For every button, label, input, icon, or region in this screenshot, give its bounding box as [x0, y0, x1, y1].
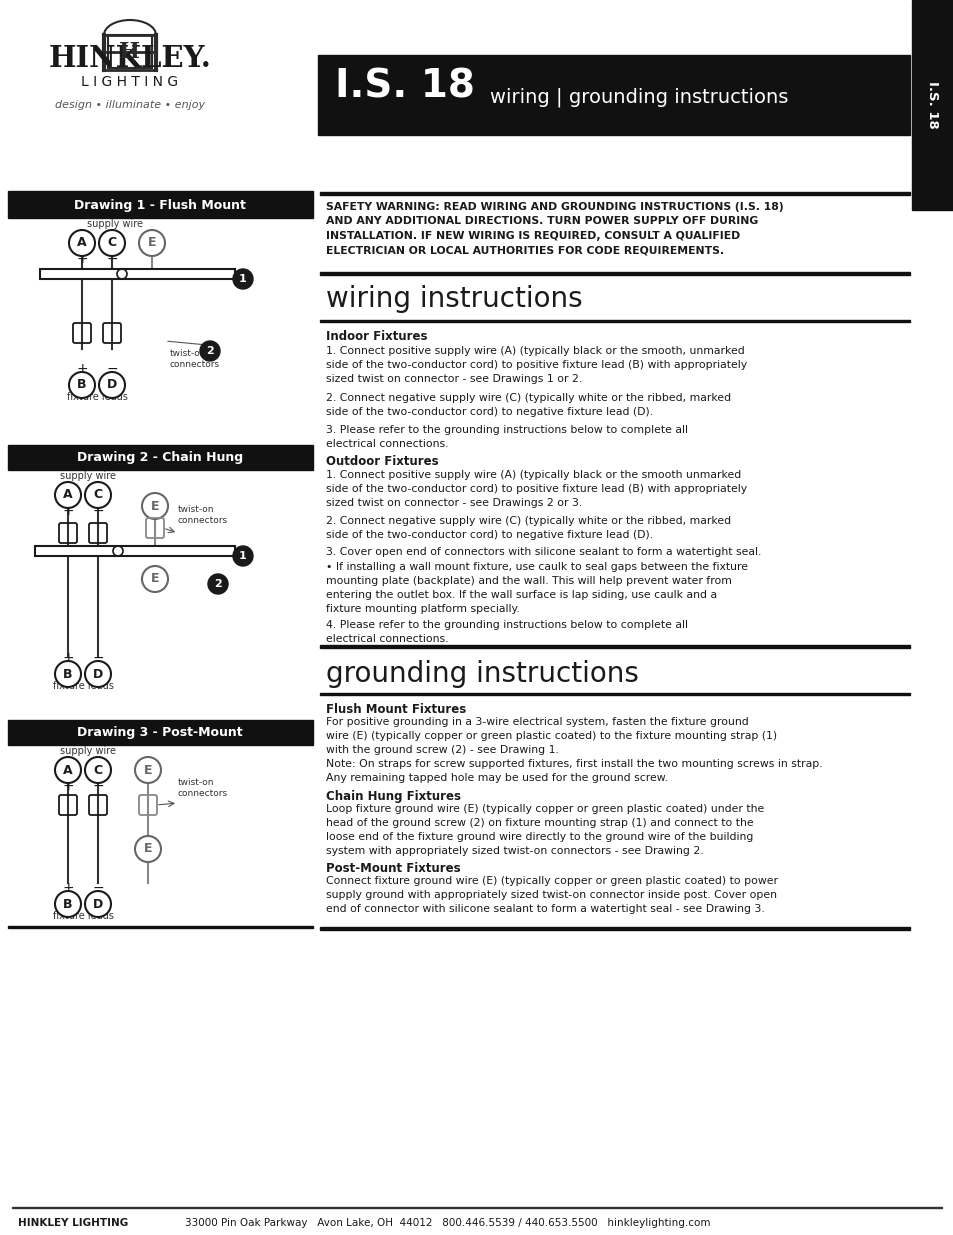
Text: B: B: [63, 898, 72, 910]
Circle shape: [135, 836, 161, 862]
Text: supply wire: supply wire: [87, 219, 143, 228]
Text: grounding instructions: grounding instructions: [326, 659, 639, 688]
Text: 1. Connect positive supply wire (A) (typically black or the smooth unmarked
side: 1. Connect positive supply wire (A) (typ…: [326, 471, 746, 508]
Text: Indoor Fixtures: Indoor Fixtures: [326, 330, 427, 343]
Text: −: −: [106, 252, 117, 266]
Bar: [911, 0, 953, 210]
Circle shape: [139, 230, 165, 256]
Text: +: +: [62, 779, 73, 793]
Bar: [317, 56, 909, 135]
Text: fixture leads: fixture leads: [67, 391, 128, 403]
Text: twist-on
connectors: twist-on connectors: [178, 778, 228, 798]
Bar: [8, 925, 313, 927]
Text: +: +: [62, 651, 73, 664]
Circle shape: [55, 890, 81, 918]
Text: −: −: [92, 881, 104, 895]
Bar: [319, 272, 909, 275]
Text: HINKLEY LIGHTING: HINKLEY LIGHTING: [18, 1218, 128, 1228]
Bar: [8, 190, 313, 193]
Bar: [319, 645, 909, 648]
Circle shape: [142, 566, 168, 592]
Text: C: C: [108, 236, 116, 249]
Text: B: B: [63, 667, 72, 680]
Text: design • illuminate • enjoy: design • illuminate • enjoy: [55, 100, 205, 110]
Text: −: −: [92, 651, 104, 664]
Text: fixture leads: fixture leads: [52, 911, 113, 921]
Circle shape: [142, 493, 168, 519]
Text: A: A: [63, 489, 72, 501]
Text: • If installing a wall mount fixture, use caulk to seal gaps between the fixture: • If installing a wall mount fixture, us…: [326, 562, 747, 614]
Text: D: D: [92, 898, 103, 910]
Text: +: +: [76, 252, 88, 266]
Text: Drawing 2 - Chain Hung: Drawing 2 - Chain Hung: [77, 451, 243, 464]
Circle shape: [85, 757, 111, 783]
Bar: [8, 445, 313, 471]
Text: fixture leads: fixture leads: [52, 680, 113, 692]
Text: +: +: [62, 881, 73, 895]
Bar: [319, 320, 909, 322]
Text: Drawing 1 - Flush Mount: Drawing 1 - Flush Mount: [74, 199, 246, 212]
Bar: [319, 693, 909, 695]
Text: D: D: [107, 378, 117, 391]
Text: −: −: [92, 779, 104, 793]
Text: Loop fixture ground wire (E) (typically copper or green plastic coated) under th: Loop fixture ground wire (E) (typically …: [326, 804, 763, 856]
Text: 4. Please refer to the grounding instructions below to complete all
electrical c: 4. Please refer to the grounding instruc…: [326, 620, 687, 643]
Text: supply wire: supply wire: [60, 471, 116, 480]
Text: wiring instructions: wiring instructions: [326, 285, 582, 312]
Circle shape: [85, 482, 111, 508]
Text: supply wire: supply wire: [60, 746, 116, 756]
Text: SAFETY WARNING: READ WIRING AND GROUNDING INSTRUCTIONS (I.S. 18)
AND ANY ADDITIO: SAFETY WARNING: READ WIRING AND GROUNDIN…: [326, 203, 782, 256]
Text: H: H: [119, 41, 140, 63]
Text: −: −: [92, 504, 104, 517]
Text: A: A: [63, 763, 72, 777]
Text: 2. Connect negative supply wire (C) (typically white or the ribbed, marked
side : 2. Connect negative supply wire (C) (typ…: [326, 393, 730, 417]
Circle shape: [85, 890, 111, 918]
Text: HINKLEY.: HINKLEY.: [49, 44, 212, 73]
Text: 3. Please refer to the grounding instructions below to complete all
electrical c: 3. Please refer to the grounding instruc…: [326, 425, 687, 450]
Text: +: +: [76, 362, 88, 375]
Circle shape: [99, 230, 125, 256]
Text: For positive grounding in a 3-wire electrical system, fasten the fixture ground
: For positive grounding in a 3-wire elect…: [326, 718, 821, 783]
Text: −: −: [106, 362, 117, 375]
Circle shape: [208, 574, 228, 594]
Text: twist-on
connectors: twist-on connectors: [170, 348, 220, 369]
Bar: [319, 191, 909, 195]
Text: Post-Mount Fixtures: Post-Mount Fixtures: [326, 862, 460, 876]
Text: twist-on
connectors: twist-on connectors: [178, 505, 228, 525]
Bar: [319, 927, 909, 930]
Text: A: A: [77, 236, 87, 249]
Bar: [12, 1207, 941, 1208]
Text: E: E: [151, 573, 159, 585]
Text: E: E: [148, 236, 156, 249]
Circle shape: [55, 661, 81, 687]
Text: B: B: [77, 378, 87, 391]
Text: E: E: [151, 499, 159, 513]
Text: Connect fixture ground wire (E) (typically copper or green plastic coated) to po: Connect fixture ground wire (E) (typical…: [326, 876, 778, 914]
Circle shape: [99, 372, 125, 398]
Text: +: +: [62, 504, 73, 517]
Text: E: E: [144, 763, 152, 777]
Text: Outdoor Fixtures: Outdoor Fixtures: [326, 454, 438, 468]
Text: L I G H T I N G: L I G H T I N G: [81, 75, 178, 89]
Text: Flush Mount Fixtures: Flush Mount Fixtures: [326, 703, 466, 716]
Circle shape: [200, 341, 220, 361]
Text: 2: 2: [206, 346, 213, 356]
Text: wiring | grounding instructions: wiring | grounding instructions: [490, 88, 787, 107]
Text: C: C: [93, 489, 103, 501]
Circle shape: [135, 757, 161, 783]
Circle shape: [233, 269, 253, 289]
Circle shape: [69, 230, 95, 256]
Text: E: E: [144, 842, 152, 856]
Circle shape: [85, 661, 111, 687]
Text: C: C: [93, 763, 103, 777]
Text: I.S. 18: I.S. 18: [335, 67, 475, 105]
Text: Drawing 3 - Post-Mount: Drawing 3 - Post-Mount: [77, 726, 243, 739]
Text: 1. Connect positive supply wire (A) (typically black or the smooth, unmarked
sid: 1. Connect positive supply wire (A) (typ…: [326, 346, 746, 384]
Bar: [8, 720, 313, 745]
Text: 2: 2: [213, 579, 222, 589]
Text: D: D: [92, 667, 103, 680]
Circle shape: [55, 757, 81, 783]
Text: 1: 1: [239, 274, 247, 284]
Circle shape: [69, 372, 95, 398]
Text: 1: 1: [239, 551, 247, 561]
